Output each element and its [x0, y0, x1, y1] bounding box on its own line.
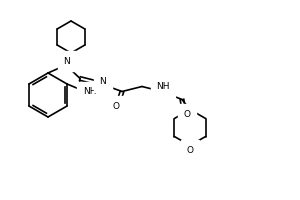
Text: NH: NH — [156, 82, 170, 91]
Text: O: O — [184, 110, 190, 119]
Text: O: O — [187, 146, 194, 155]
Text: N: N — [100, 77, 106, 86]
Text: NH: NH — [83, 88, 97, 97]
Text: N: N — [64, 56, 70, 66]
Text: O: O — [112, 102, 119, 111]
